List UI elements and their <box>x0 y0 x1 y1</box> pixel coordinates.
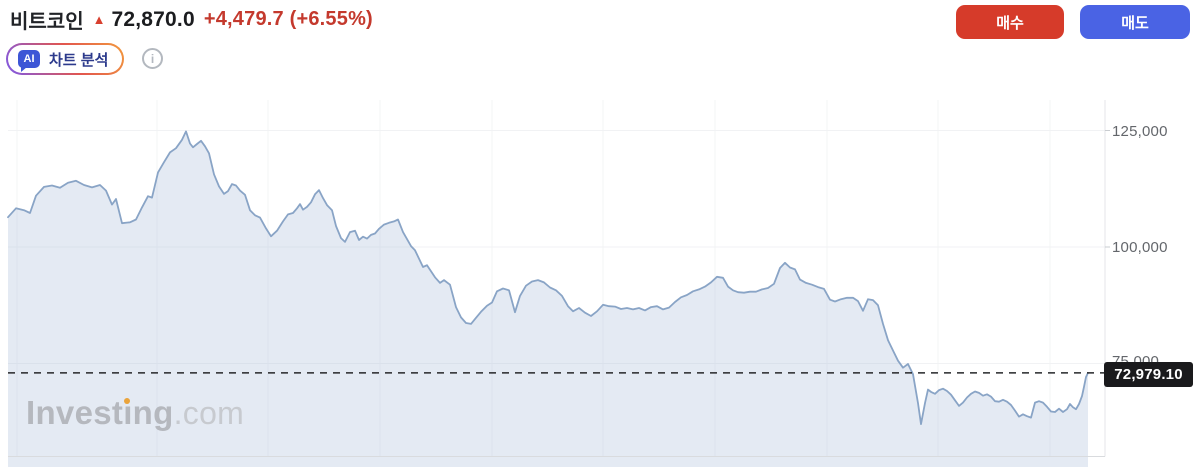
watermark-orange-dot-icon <box>124 398 131 404</box>
buy-button[interactable]: 매수 <box>956 5 1064 39</box>
price-line <box>7 130 1089 425</box>
price-up-arrow-icon: ▲ <box>92 12 106 27</box>
last-price-flag: 72,979.10 <box>1104 362 1193 387</box>
price-change: +4,479.7 (+6.55%) <box>203 8 373 30</box>
watermark-com: .com <box>173 395 245 431</box>
watermark-i: ı <box>123 394 133 431</box>
ai-chart-analysis-button[interactable]: AI 차트 분석 <box>6 43 124 75</box>
ai-bubble-icon: AI <box>18 50 40 72</box>
watermark-invest: Invest <box>26 394 124 431</box>
ai-chart-analysis-label: 차트 분석 <box>49 51 109 69</box>
ai-bubble-text: AI <box>23 53 35 65</box>
ai-bubble-tail <box>21 67 27 72</box>
y-axis-label-125000: 125,000 <box>1112 123 1168 140</box>
instrument-header: 비트코인 ▲ 72,870.0 +4,479.7 (+6.55%) <box>10 5 373 34</box>
watermark-ng: ng <box>132 394 174 431</box>
info-icon[interactable]: i <box>142 48 163 69</box>
investing-watermark: Investı ng.com <box>26 394 244 432</box>
last-price: 72,870.0 <box>111 7 195 31</box>
area-fill <box>8 131 1088 467</box>
instrument-name: 비트코인 <box>10 11 84 33</box>
y-axis-label-100000: 100,000 <box>1112 239 1168 256</box>
sell-button[interactable]: 매도 <box>1080 5 1190 39</box>
